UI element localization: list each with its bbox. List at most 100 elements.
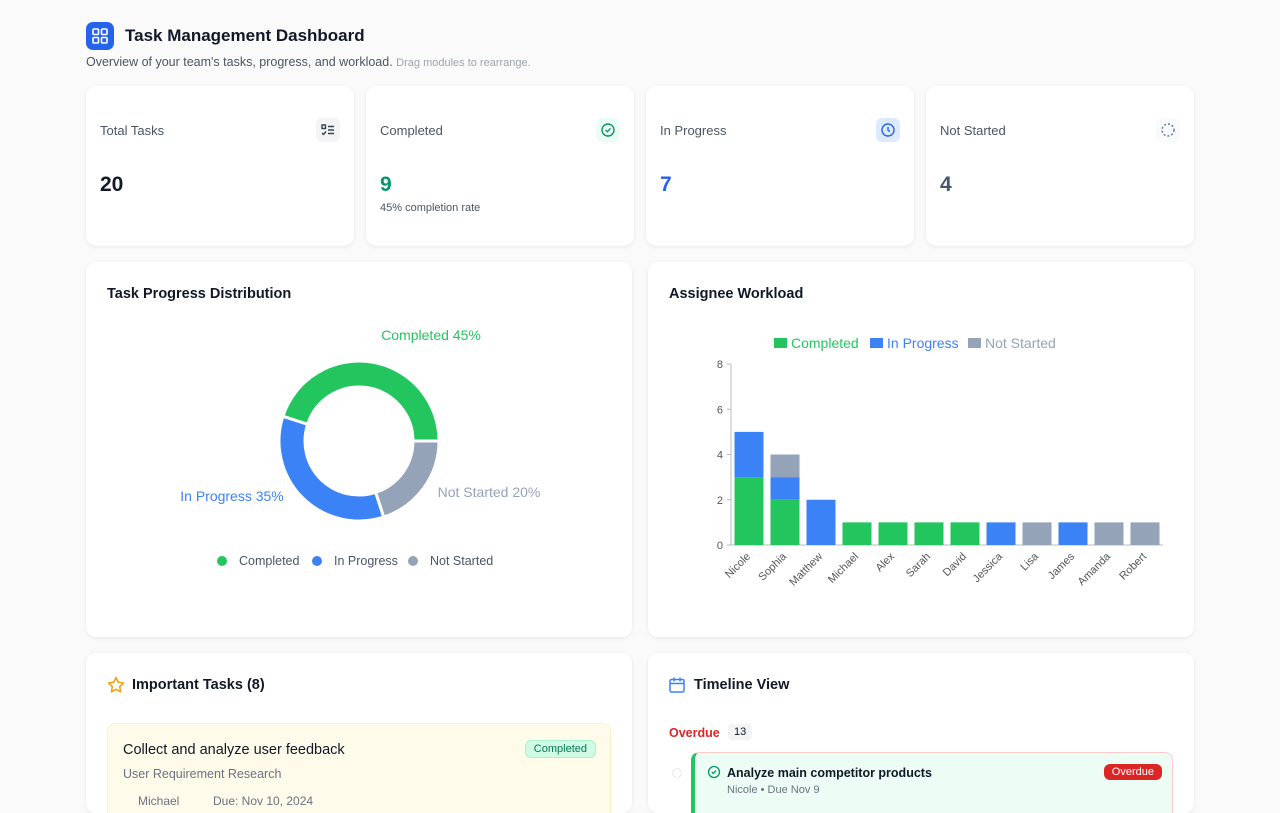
task-assignee: Michael (138, 794, 180, 808)
bar-segment (1094, 522, 1124, 545)
stat-card[interactable]: Total Tasks 20 (86, 86, 354, 246)
group-count: 13 (728, 724, 753, 740)
task-item[interactable]: Collect and analyze user feedback Comple… (107, 723, 611, 813)
x-tick-label: Amanda (1076, 550, 1114, 588)
bar-segment (986, 522, 1016, 545)
bar-segment (1130, 522, 1160, 545)
stat-value: 7 (660, 173, 672, 196)
stat-label: Not Started (940, 123, 1006, 138)
y-tick-label: 4 (717, 450, 723, 462)
task-status: Completed (524, 740, 596, 758)
stat-icon (1156, 118, 1180, 142)
bar-segment (770, 499, 800, 545)
item-meta: Nicole • Due Nov 9 (727, 784, 820, 796)
x-tick-label: James (1046, 550, 1078, 582)
stat-card[interactable]: Not Started 4 (926, 86, 1194, 246)
stat-card[interactable]: Completed 9 45% completion rate (366, 86, 634, 246)
x-tick-label: Sophia (756, 550, 789, 583)
stat-value: 4 (940, 173, 952, 196)
item-status: Overdue (1103, 764, 1162, 780)
bar-segment (770, 477, 800, 500)
check-icon (707, 765, 721, 779)
legend-label: Not Started (985, 335, 1056, 351)
stat-label: Completed (380, 123, 443, 138)
subtitle: Overview of your team's tasks, progress,… (86, 55, 393, 69)
legend-label: Not Started (430, 554, 493, 568)
timeline-card[interactable]: Timeline View Overdue 13 Analyze main co… (648, 653, 1194, 813)
stat-icon (316, 118, 340, 142)
y-tick-label: 2 (717, 495, 723, 507)
x-tick-label: Robert (1117, 551, 1149, 583)
bar-segment (950, 522, 980, 545)
page-title: Task Management Dashboard (125, 26, 365, 45)
star-icon (107, 676, 125, 693)
task-due: Due: Nov 10, 2024 (213, 794, 314, 808)
x-tick-label: David (941, 551, 969, 579)
x-tick-label: Alex (873, 550, 897, 574)
stat-label: Total Tasks (100, 123, 165, 138)
bar-segment (878, 522, 908, 545)
pie-slice (277, 414, 386, 523)
legend-swatch (774, 338, 787, 348)
pie-slice (281, 359, 441, 443)
bar-card[interactable]: Assignee Workload 0 2 4 6 8 Nicole Sophia Matth… (648, 262, 1194, 637)
timeline-item[interactable]: Analyze main competitor products Nicole … (691, 752, 1173, 813)
legend-label: In Progress (887, 335, 959, 351)
chart-title: Assignee Workload (669, 286, 804, 302)
logo-icon (92, 28, 108, 44)
pie-slice (373, 439, 441, 519)
x-tick-label: Jessica (971, 550, 1006, 585)
bar-segment (842, 522, 872, 545)
stat-value: 9 (380, 173, 392, 196)
bar-segment (734, 431, 764, 478)
stat-icon (876, 118, 900, 142)
bar-segment (1022, 522, 1052, 545)
important-card[interactable]: Important Tasks (8) Collect and analyze … (86, 653, 632, 813)
slice-label: In Progress 35% (180, 488, 284, 504)
x-tick-label: Sarah (904, 551, 933, 580)
chart-title: Task Progress Distribution (107, 286, 292, 302)
x-tick-label: Lisa (1018, 550, 1041, 573)
hint: Drag modules to rearrange. (396, 57, 531, 69)
app-logo (86, 22, 114, 50)
task-title: Collect and analyze user feedback (123, 742, 345, 758)
section-title: Important Tasks (8) (132, 677, 265, 693)
bar-segment (914, 522, 944, 545)
group-label: Overdue (669, 726, 720, 740)
legend-swatch (217, 556, 227, 566)
stat-value: 20 (100, 173, 124, 196)
legend-label: In Progress (334, 554, 398, 568)
legend-swatch (968, 338, 981, 348)
stat-card[interactable]: In Progress 7 (646, 86, 914, 246)
bar-segment (770, 454, 800, 478)
stat-icon (596, 118, 620, 142)
legend-swatch (312, 556, 322, 566)
page-subtitle: Overview of your team's tasks, progress,… (86, 55, 531, 69)
legend-label: Completed (239, 554, 299, 568)
y-tick-label: 8 (717, 359, 723, 371)
bar-segment (734, 477, 764, 545)
calendar-icon (669, 677, 685, 693)
legend-swatch (870, 338, 883, 348)
timeline-dot (672, 768, 682, 778)
slice-label: Completed 45% (381, 327, 481, 343)
bar-segment (806, 499, 836, 545)
stat-note: 45% completion rate (380, 202, 481, 214)
legend-swatch (408, 556, 418, 566)
legend-label: Completed (791, 335, 859, 351)
pie-chart: Completed 45% In Progress 35% Not Started … (180, 327, 541, 568)
section-title: Timeline View (694, 677, 790, 693)
pie-card[interactable]: Task Progress Distribution Completed 45%… (86, 262, 632, 637)
slice-label: Not Started 20% (438, 484, 541, 500)
item-title: Analyze main competitor products (727, 766, 932, 780)
x-tick-label: Matthew (787, 551, 825, 589)
task-project: User Requirement Research (123, 767, 282, 781)
y-tick-label: 0 (717, 540, 723, 552)
stat-label: In Progress (660, 123, 727, 138)
x-tick-label: Michael (826, 551, 861, 586)
y-tick-label: 6 (717, 404, 723, 416)
bar-segment (1058, 522, 1088, 545)
x-tick-label: Nicole (723, 551, 753, 581)
